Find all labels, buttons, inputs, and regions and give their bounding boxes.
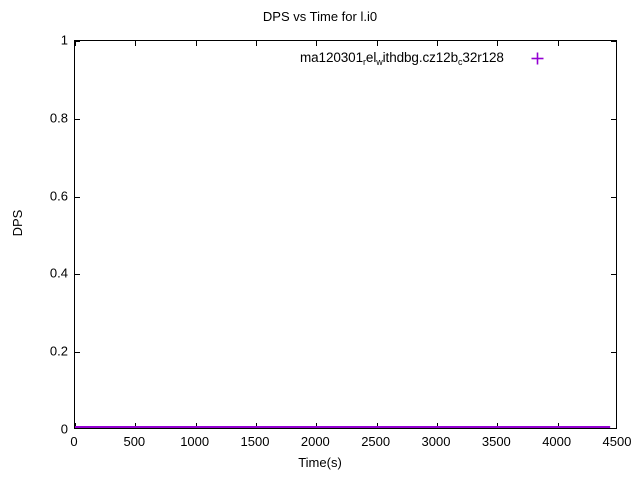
plot-area	[74, 40, 617, 429]
x-tick-mark-top	[135, 41, 136, 46]
x-tick-mark	[75, 423, 76, 428]
y-tick-mark	[75, 352, 80, 353]
x-tick-label: 3500	[481, 434, 511, 449]
x-tick-label: 2000	[300, 434, 330, 449]
x-tick-mark	[497, 423, 498, 428]
x-tick-mark-top	[437, 41, 438, 46]
data-series-dps	[75, 41, 616, 428]
y-tick-label: 0.2	[49, 343, 68, 359]
x-tick-label: 500	[123, 434, 146, 449]
y-tick-label: 0	[60, 421, 68, 437]
y-tick-mark-right	[611, 119, 616, 120]
x-tick-label: 4500	[602, 434, 632, 449]
y-tick-label: 1	[60, 32, 68, 48]
x-tick-mark-top	[316, 41, 317, 46]
y-tick-mark-right	[611, 274, 616, 275]
x-tick-label: 1000	[180, 434, 210, 449]
legend: ma120301relwithdbg.cz12bc32r128	[300, 49, 572, 67]
x-tick-label: 0	[70, 434, 78, 449]
y-tick-label: 0.6	[49, 188, 68, 204]
plot-inner	[75, 41, 616, 428]
y-axis-label: DPS	[10, 209, 25, 237]
x-tick-mark-top	[256, 41, 257, 46]
x-tick-mark-top	[558, 41, 559, 46]
legend-entry-label: ma120301relwithdbg.cz12bc32r128	[300, 49, 504, 67]
x-tick-mark-top	[196, 41, 197, 46]
y-tick-mark-right	[611, 41, 616, 42]
x-tick-mark-top	[377, 41, 378, 46]
y-tick-mark-right	[611, 352, 616, 353]
y-tick-mark	[75, 274, 80, 275]
y-tick-mark	[75, 41, 80, 42]
x-tick-label: 2500	[361, 434, 391, 449]
legend-key-plus-icon	[504, 52, 572, 65]
x-tick-mark	[196, 423, 197, 428]
y-tick-label: 0.8	[49, 110, 68, 126]
x-tick-mark	[135, 423, 136, 428]
y-tick-mark-right	[611, 197, 616, 198]
x-tick-mark	[558, 423, 559, 428]
chart-title: DPS vs Time for l.i0	[262, 9, 378, 24]
x-tick-mark	[316, 423, 317, 428]
x-tick-label: 3000	[421, 434, 451, 449]
x-tick-mark-top	[75, 41, 76, 46]
x-tick-mark	[377, 423, 378, 428]
x-tick-mark	[437, 423, 438, 428]
x-tick-mark	[256, 423, 257, 428]
x-tick-label: 4000	[542, 434, 572, 449]
x-tick-label: 1500	[240, 434, 270, 449]
x-tick-mark-top	[497, 41, 498, 46]
y-tick-mark	[75, 197, 80, 198]
x-axis-label: Time(s)	[298, 455, 342, 470]
y-tick-label: 0.4	[49, 265, 68, 281]
y-tick-mark	[75, 119, 80, 120]
